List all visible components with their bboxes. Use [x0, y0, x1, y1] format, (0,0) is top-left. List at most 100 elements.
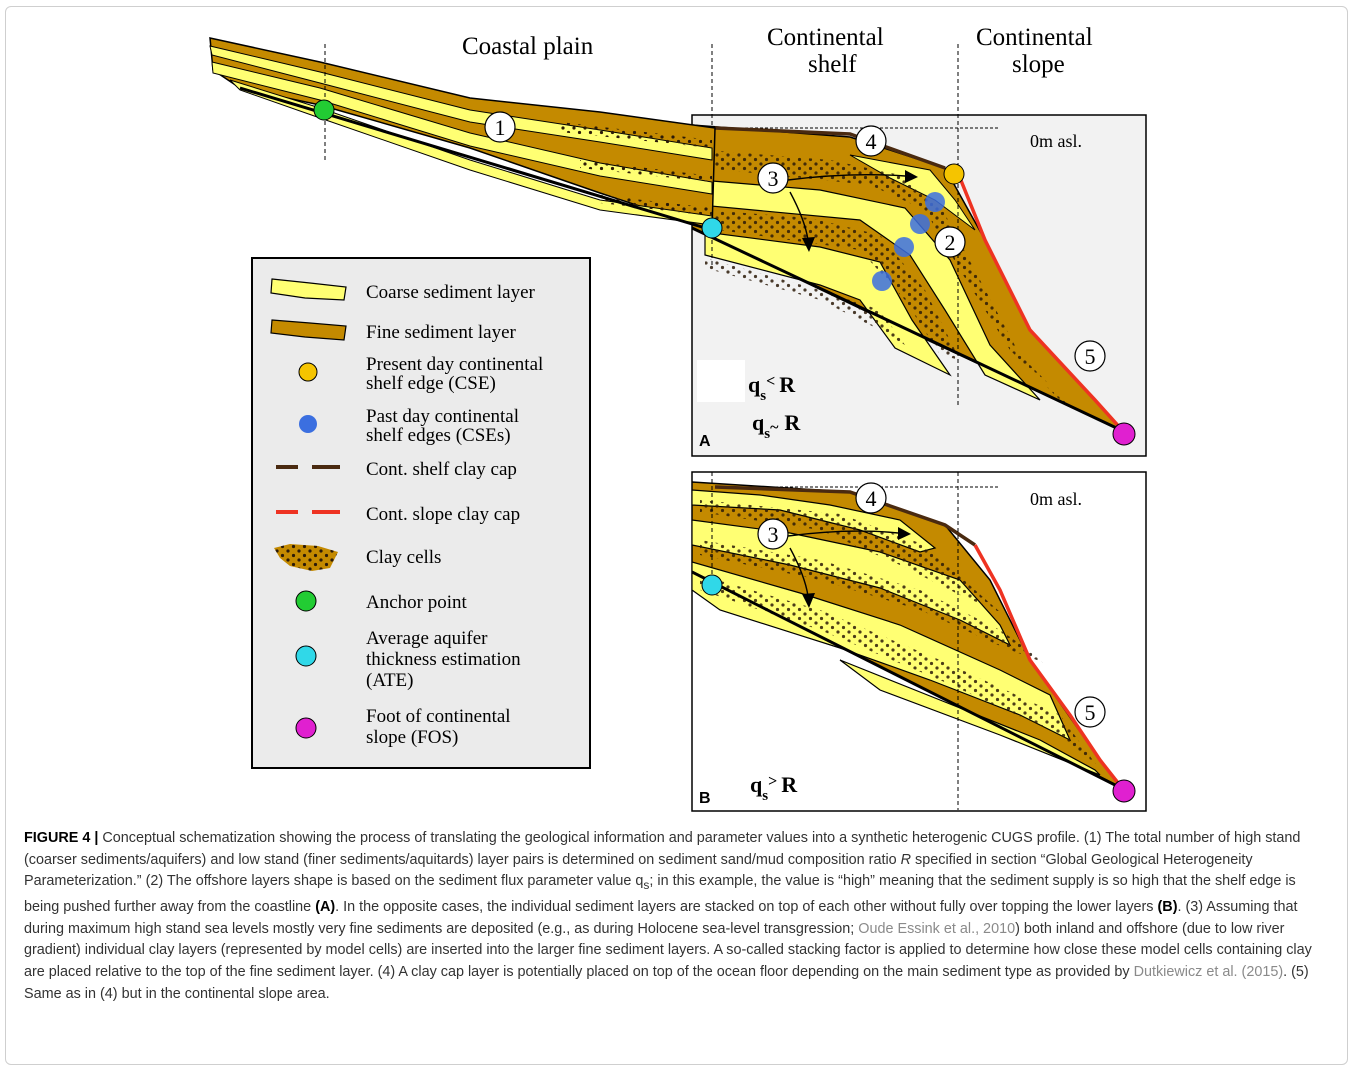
panel-b-label: B [699, 790, 711, 807]
ate-marker [701, 574, 723, 596]
coastal-plain-label: Coastal plain [462, 33, 594, 60]
legend-label: (ATE) [366, 670, 413, 691]
caption-text: ; in this example, the value is “high” m… [24, 873, 1296, 915]
marker-1 [484, 111, 516, 143]
panel-a-label: A [699, 433, 711, 450]
formula-qs-greater-r: qs> R [750, 772, 798, 804]
marker-1-label: 1 [495, 115, 506, 140]
marker-4-label: 4 [866, 129, 877, 154]
clay-cells [600, 195, 712, 216]
caption-subscript: s [643, 878, 650, 893]
marker-2-label: 2 [945, 230, 956, 255]
caption-text: . (5) Same as in (4) but in the continen… [24, 964, 1309, 1002]
figure-frame [5, 6, 1348, 1065]
ate-marker [701, 217, 723, 239]
marker-3-label: 3 [768, 522, 779, 547]
legend-box [251, 257, 591, 769]
formula-op: < [766, 373, 775, 390]
marker-4 [855, 125, 887, 157]
citation-link[interactable]: Dutkiewicz et al. (2015) [1133, 964, 1284, 981]
panel-a-layers [692, 124, 1126, 434]
past-cse-marker [872, 271, 892, 291]
flow-arrows [787, 170, 918, 608]
caption-figure-label: FIGURE 4 | [24, 830, 99, 846]
fine-layer-icon [270, 319, 347, 341]
formula-qs-less-r: qs< R [748, 372, 796, 404]
clay-cells [705, 210, 960, 360]
legend-label: thickness estimation [366, 649, 521, 670]
caption-italic-r: R [900, 851, 912, 868]
legend-label: Coarse sediment layer [366, 282, 536, 303]
geology-figure: 0m asl. qs< R qs~ R A 0m asl. [209, 24, 1147, 812]
clay-cells-dots [274, 544, 338, 571]
cyan-dot-icon [295, 645, 317, 667]
magenta-dot-icon [295, 717, 317, 739]
fos-marker [1112, 422, 1136, 446]
formula-mask [697, 360, 745, 402]
continental-slope-label-line2: slope [1012, 51, 1065, 78]
legend-label: Fine sediment layer [366, 322, 517, 343]
caption-text: specified in section “Global Geological … [24, 851, 1253, 890]
formula-op: ~ [770, 419, 779, 436]
legend-label: Average aquifer [366, 628, 488, 649]
coarse-layer [699, 179, 1041, 401]
formula-r: R [779, 372, 796, 397]
basement-line [692, 570, 1126, 792]
formula-op: > [768, 773, 777, 790]
clay-cells [700, 500, 1000, 612]
legend-label: Clay cells [366, 547, 441, 568]
figure-caption: FIGURE 4 | Conceptual schematization sho… [24, 828, 1324, 1006]
coastal-plain-profile [209, 37, 716, 232]
marker-3 [757, 162, 789, 194]
marker-5-label: 5 [1085, 344, 1096, 369]
cse-marker [943, 163, 965, 185]
continental-shelf-label-line2: shelf [808, 51, 857, 78]
past-cse-marker [894, 237, 914, 257]
basement-line [692, 226, 1126, 434]
clay-cells [705, 258, 905, 345]
formula-r: R [784, 410, 801, 435]
legend-label: shelf edge (CSE) [366, 373, 496, 394]
citation-link[interactable]: Oude Essink et al., 2010 [858, 920, 1016, 937]
clay-cells [580, 160, 712, 182]
formula-qs-approx-r: qs~ R [752, 410, 801, 442]
panel-a-sea-level-label: 0m asl. [1030, 131, 1082, 151]
caption-text: ) both inland and offshore (due to low r… [24, 920, 1312, 981]
marker-3 [757, 518, 789, 550]
caption-text: . In the opposite cases, the individual … [335, 898, 1158, 915]
formula-sub: s [762, 788, 768, 804]
caption-panel-b-ref: (B) [1157, 898, 1178, 915]
legend-label: shelf edges (CSEs) [366, 425, 511, 446]
shelf-clay-cap [714, 126, 946, 170]
formula-q: q [752, 410, 765, 435]
legend-label: Foot of continental [366, 706, 511, 727]
formula-r: R [781, 772, 798, 797]
marker-5-label: 5 [1085, 700, 1096, 725]
coarse-layer [704, 231, 952, 377]
legend-label: Present day continental [366, 354, 543, 375]
yellow-dot-icon [298, 362, 318, 382]
blue-dot-icon [299, 415, 317, 433]
green-dot-icon [295, 590, 317, 612]
past-cse-marker [910, 214, 930, 234]
panel-b-sea-level-label: 0m asl. [1030, 489, 1082, 509]
clay-cells [700, 540, 1050, 665]
marker-2 [934, 226, 966, 258]
legend-label: Cont. slope clay cap [366, 504, 520, 525]
coarse-layer-icon [270, 278, 347, 301]
formula-q: q [748, 372, 761, 397]
legend-label: Past day continental [366, 406, 519, 427]
marker-5 [1074, 696, 1106, 728]
slope-clay-cap [973, 544, 1124, 790]
clay-cells [560, 122, 712, 148]
slope-clay-cap [958, 177, 1124, 432]
formula-sub: s [760, 388, 766, 404]
panel-b: 0m asl. qs> R B [691, 471, 1147, 812]
legend: Coarse sediment layer Fine sediment laye… [251, 257, 591, 769]
formula-q: q [750, 772, 763, 797]
marker-5 [1074, 340, 1106, 372]
panel-a: 0m asl. qs< R qs~ R A [691, 44, 1147, 457]
continental-shelf-label-line1: Continental [767, 24, 884, 51]
number-markers: 1 2 3 4 5 3 4 5 [484, 111, 1106, 728]
anchor-point-marker [313, 99, 335, 121]
